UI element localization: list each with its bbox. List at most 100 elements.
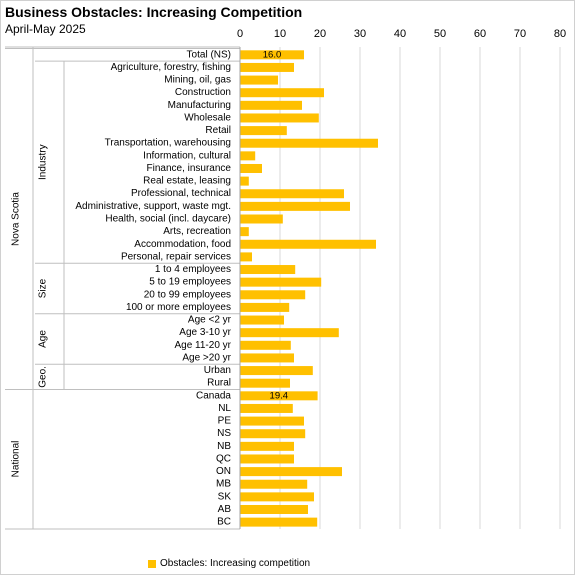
x-tick-label: 0 (237, 28, 243, 40)
outer-group-label: Nova Scotia (11, 192, 22, 246)
x-tick-label: 10 (274, 28, 286, 40)
category-label: Real estate, leasing (143, 176, 231, 187)
category-label: Mining, oil, gas (164, 75, 231, 86)
x-tick-label: 80 (554, 28, 566, 40)
category-label: Agriculture, forestry, fishing (111, 62, 231, 73)
bar (240, 416, 304, 426)
bar (240, 75, 278, 85)
bar (240, 277, 322, 287)
bar (240, 62, 294, 72)
category-label: Personal, repair services (121, 251, 231, 262)
bar (240, 366, 313, 376)
x-tick-label: 40 (394, 28, 406, 40)
category-label: Canada (196, 390, 231, 401)
data-label: 19.4 (270, 390, 289, 401)
category-label: ON (216, 466, 231, 477)
legend-label: Obstacles: Increasing competition (160, 558, 311, 569)
bar (240, 492, 314, 502)
legend: Obstacles: Increasing competition (148, 558, 310, 569)
x-tick-label: 20 (314, 28, 326, 40)
bar (240, 504, 308, 514)
category-label: Manufacturing (168, 100, 231, 111)
bar (240, 429, 306, 439)
outer-group-label: National (11, 441, 22, 478)
x-tick-label: 30 (354, 28, 366, 40)
bar (240, 126, 287, 136)
category-label: NB (217, 441, 231, 452)
bar (240, 151, 256, 161)
category-label: MB (216, 479, 231, 490)
category-label: 100 or more employees (126, 302, 231, 313)
category-label: Age >20 yr (182, 352, 231, 363)
bar (240, 479, 308, 489)
bar (240, 340, 291, 350)
bar (240, 163, 262, 173)
inner-group-label: Industry (38, 144, 49, 180)
category-label: Information, cultural (143, 150, 231, 161)
category-label: Age <2 yr (188, 315, 232, 326)
category-label: Finance, insurance (147, 163, 232, 174)
bar (240, 353, 294, 363)
x-tick-label: 60 (474, 28, 486, 40)
inner-group-label: Age (38, 330, 49, 348)
category-label: 20 to 99 employees (144, 289, 231, 300)
bar (240, 214, 283, 224)
bar (240, 239, 376, 249)
category-label: Age 11-20 yr (174, 340, 231, 351)
category-label: Retail (205, 125, 231, 136)
bar (240, 50, 304, 60)
category-label: Wholesale (184, 112, 231, 123)
bar (240, 403, 293, 413)
bar (240, 302, 290, 312)
legend-swatch (148, 559, 156, 568)
category-label: Urban (204, 365, 231, 376)
x-tick-label: 50 (434, 28, 446, 40)
category-label: Total (NS) (187, 49, 231, 60)
category-label: Health, social (incl. daycare) (105, 214, 231, 225)
bar (240, 441, 294, 451)
bar (240, 227, 249, 237)
category-label: 5 to 19 employees (149, 277, 231, 288)
category-label: Rural (207, 378, 231, 389)
category-label: SK (218, 491, 232, 502)
bar (240, 201, 350, 211)
bar (240, 265, 296, 275)
category-label: Construction (175, 87, 231, 98)
bar (240, 290, 306, 300)
category-label: Accommodation, food (134, 239, 231, 250)
bar (240, 328, 339, 338)
category-label: NL (218, 403, 231, 414)
bar (240, 454, 294, 464)
chart-title: Business Obstacles: Increasing Competiti… (5, 4, 303, 20)
bar (240, 517, 318, 527)
bar (240, 113, 319, 123)
category-label: AB (218, 504, 232, 515)
category-label: Professional, technical (131, 188, 231, 199)
category-label: PE (218, 416, 232, 427)
category-label: Age 3-10 yr (179, 327, 231, 338)
category-label: BC (217, 517, 231, 528)
bar (240, 88, 324, 98)
category-label: NS (217, 428, 231, 439)
bar (240, 138, 378, 148)
bar (240, 176, 249, 186)
category-label: 1 to 4 employees (155, 264, 231, 275)
bar (240, 467, 342, 477)
inner-group-label: Geo. (38, 366, 49, 388)
bar (240, 189, 344, 199)
x-tick-label: 70 (514, 28, 526, 40)
bar (240, 391, 318, 401)
bar (240, 315, 284, 325)
category-label: Administrative, support, waste mgt. (75, 201, 231, 212)
data-label: 16.0 (263, 49, 282, 60)
inner-group-label: Size (38, 278, 49, 298)
bar (240, 100, 302, 110)
category-label: QC (216, 453, 231, 464)
category-label: Transportation, warehousing (105, 138, 231, 149)
bar (240, 378, 290, 388)
chart-subtitle: April-May 2025 (5, 22, 86, 36)
category-label: Arts, recreation (163, 226, 231, 237)
bar (240, 252, 252, 262)
